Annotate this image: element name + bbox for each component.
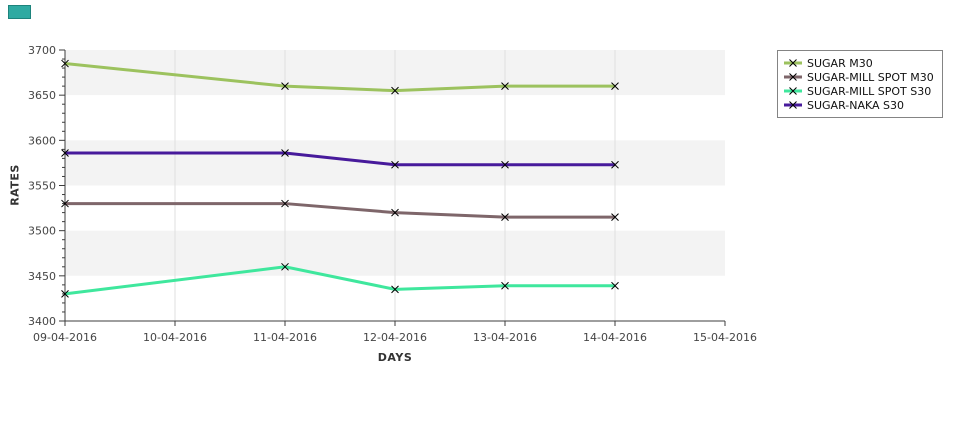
legend-label: SUGAR-NAKA S30: [807, 98, 905, 112]
y-tick-label: 3500: [28, 225, 56, 238]
chart-legend: SUGAR M30 SUGAR-MILL SPOT M30 SUGAR-MILL S…: [777, 50, 943, 118]
legend-swatch-icon: [784, 87, 802, 95]
marker-x-sugar-mill-spot-m30: [281, 199, 289, 208]
y-tick-label: 3450: [28, 270, 56, 283]
y-tick-label: 3650: [28, 89, 56, 102]
legend-swatch-icon: [784, 59, 802, 67]
legend-label: SUGAR-MILL SPOT M30: [807, 70, 934, 84]
marker-x-sugar-m30: [611, 82, 619, 90]
x-tick-label: 12-04-2016: [363, 331, 427, 344]
marker-x-sugar-m30: [501, 82, 509, 90]
x-tick-label: 10-04-2016: [143, 331, 207, 344]
x-tick-label: 11-04-2016: [253, 331, 317, 344]
marker-x-sugar-mill-spot-s30: [281, 262, 289, 271]
y-tick-label: 3700: [28, 44, 56, 57]
legend-swatch-icon: [784, 101, 802, 109]
x-axis-title: DAYS: [377, 351, 413, 364]
marker-x-sugar-naka-s30: [391, 160, 399, 169]
marker-x-sugar-mill-spot-m30: [391, 208, 399, 217]
legend-item-sugar-mill-spot-m30: SUGAR-MILL SPOT M30: [784, 70, 934, 84]
marker-x-sugar-mill-spot-m30: [61, 199, 69, 208]
marker-x-sugar-naka-s30: [611, 160, 619, 169]
y-axis-title: RATES: [8, 164, 22, 206]
marker-x-sugar-m30: [391, 86, 399, 95]
y-tick-label: 3550: [28, 180, 56, 193]
marker-x-sugar-naka-s30: [61, 149, 69, 157]
x-tick-label: 13-04-2016: [473, 331, 537, 344]
legend-swatch-icon: [784, 73, 802, 81]
marker-x-sugar-mill-spot-s30: [391, 285, 399, 294]
y-tick-label: 3600: [28, 134, 56, 147]
x-tick-label: 15-04-2016: [693, 331, 757, 344]
teal-accent-swatch: [8, 5, 31, 19]
legend-label: SUGAR-MILL SPOT S30: [807, 84, 932, 98]
marker-x-sugar-mill-spot-m30: [501, 213, 509, 221]
legend-label: SUGAR M30: [807, 56, 873, 70]
marker-x-sugar-mill-spot-s30: [61, 290, 69, 298]
legend-item-sugar-mill-spot-s30: SUGAR-MILL SPOT S30: [784, 84, 934, 98]
x-tick-label: 09-04-2016: [33, 331, 97, 344]
marker-x-sugar-naka-s30: [501, 160, 509, 169]
marker-x-sugar-mill-spot-s30: [611, 281, 619, 290]
marker-x-sugar-m30: [61, 59, 69, 68]
legend-item-sugar-m30: SUGAR M30: [784, 56, 934, 70]
marker-x-sugar-naka-s30: [281, 149, 289, 157]
legend-item-sugar-naka-s30: SUGAR-NAKA S30: [784, 98, 934, 112]
x-tick-label: 14-04-2016: [583, 331, 647, 344]
marker-x-sugar-m30: [281, 82, 289, 90]
marker-x-sugar-mill-spot-m30: [611, 213, 619, 221]
marker-x-sugar-mill-spot-s30: [501, 281, 509, 290]
y-tick-label: 3400: [28, 315, 56, 328]
